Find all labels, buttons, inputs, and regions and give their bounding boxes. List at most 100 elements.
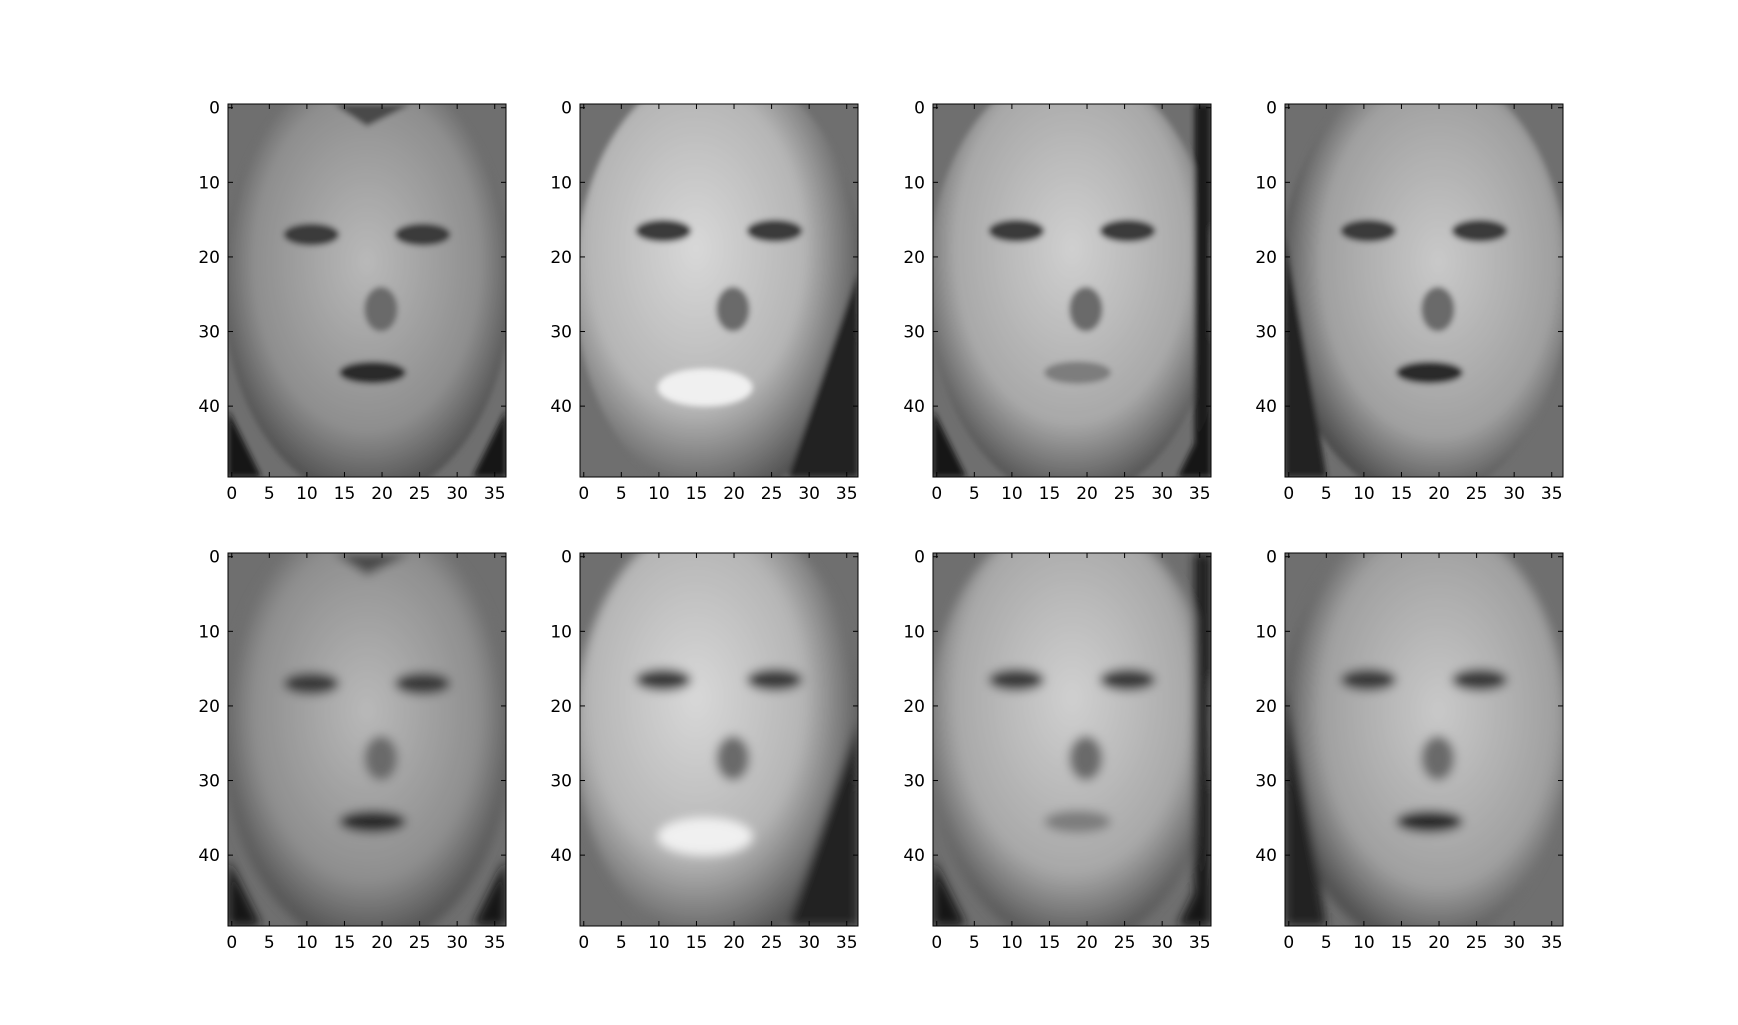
x-tick-label: 20 <box>723 933 745 953</box>
y-tick-label: 40 <box>1255 397 1277 417</box>
y-tick-label: 40 <box>198 397 220 417</box>
y-tick-label: 0 <box>1266 548 1277 568</box>
y-tick-label: 10 <box>1255 173 1277 193</box>
x-tick-label: 15 <box>1391 484 1413 504</box>
x-tick-label: 20 <box>371 484 393 504</box>
y-tick-label: 40 <box>1255 846 1277 866</box>
x-tick-label: 30 <box>1503 484 1525 504</box>
panel-r0-c0: 0 5 10 15 20 25 30 35 0 10 20 30 40 <box>198 99 507 504</box>
x-tick-label: 10 <box>1353 933 1375 953</box>
y-tick-label: 0 <box>914 99 925 119</box>
x-tick-label: 20 <box>371 933 393 953</box>
face-image <box>580 104 858 477</box>
x-tick-label: 20 <box>1428 933 1450 953</box>
y-tick-label: 20 <box>198 248 220 268</box>
x-tick-label: 0 <box>578 484 589 504</box>
y-tick-label: 20 <box>550 697 572 717</box>
x-tick-label: 0 <box>226 933 237 953</box>
y-tick-label: 0 <box>209 548 220 568</box>
y-tick-label: 30 <box>550 772 572 792</box>
axes-frame <box>227 552 507 927</box>
y-tick-label: 20 <box>550 248 572 268</box>
x-tick-label: 5 <box>1321 484 1332 504</box>
y-tick-label: 30 <box>1255 323 1277 343</box>
x-tick-label: 35 <box>1189 933 1211 953</box>
x-tick-label: 30 <box>446 933 468 953</box>
face-image <box>1285 553 1563 926</box>
x-tick-label: 25 <box>1466 933 1488 953</box>
x-tick-label: 20 <box>1076 933 1098 953</box>
x-tick-label: 35 <box>836 484 858 504</box>
face-image <box>933 104 1211 477</box>
x-tick-label: 0 <box>578 933 589 953</box>
y-tick-label: 20 <box>1255 248 1277 268</box>
axes-frame <box>227 103 507 478</box>
x-tick-label: 30 <box>446 484 468 504</box>
x-tick-label: 25 <box>761 933 783 953</box>
y-tick-label: 10 <box>550 173 572 193</box>
y-tick-label: 10 <box>550 622 572 642</box>
axes-frame <box>579 552 859 927</box>
panel-r0-c1: 0 5 10 15 20 25 30 35 0 10 20 30 40 <box>550 99 859 504</box>
x-tick-label: 35 <box>484 933 506 953</box>
x-tick-label: 5 <box>1321 933 1332 953</box>
x-tick-label: 10 <box>296 933 318 953</box>
x-tick-label: 5 <box>616 484 627 504</box>
x-tick-label: 0 <box>1283 484 1294 504</box>
x-tick-label: 15 <box>686 484 708 504</box>
x-tick-label: 0 <box>226 484 237 504</box>
y-tick-label: 40 <box>550 397 572 417</box>
axes-frame <box>932 103 1212 478</box>
y-tick-label: 0 <box>914 548 925 568</box>
x-tick-label: 0 <box>931 933 942 953</box>
y-tick-label: 40 <box>903 397 925 417</box>
y-tick-label: 30 <box>903 323 925 343</box>
x-tick-label: 25 <box>409 484 431 504</box>
y-tick-label: 0 <box>1266 99 1277 119</box>
y-tick-label: 10 <box>1255 622 1277 642</box>
x-tick-label: 5 <box>264 933 275 953</box>
y-tick-label: 30 <box>903 772 925 792</box>
y-tick-label: 30 <box>550 323 572 343</box>
x-tick-label: 15 <box>1039 933 1061 953</box>
y-tick-label: 20 <box>903 697 925 717</box>
x-tick-label: 35 <box>1541 933 1563 953</box>
y-tick-label: 10 <box>903 622 925 642</box>
axes-frame <box>1284 103 1564 478</box>
panel-r0-c3: 0 5 10 15 20 25 30 35 0 10 20 30 40 <box>1255 99 1564 504</box>
x-tick-label: 15 <box>334 933 356 953</box>
y-tick-label: 20 <box>198 697 220 717</box>
y-tick-label: 40 <box>903 846 925 866</box>
y-tick-label: 0 <box>209 99 220 119</box>
y-tick-label: 40 <box>198 846 220 866</box>
panel-r0-c2: 0 5 10 15 20 25 30 35 0 10 20 30 40 <box>903 99 1212 504</box>
x-tick-label: 25 <box>1114 933 1136 953</box>
y-tick-label: 10 <box>198 173 220 193</box>
y-tick-label: 0 <box>561 548 572 568</box>
panel-r1-c3: 0 5 10 15 20 25 30 35 0 10 20 30 40 <box>1255 548 1564 953</box>
x-tick-label: 0 <box>931 484 942 504</box>
face-image <box>933 553 1211 926</box>
x-tick-label: 35 <box>1189 484 1211 504</box>
y-tick-label: 20 <box>1255 697 1277 717</box>
x-tick-label: 30 <box>1151 484 1173 504</box>
x-tick-label: 20 <box>1428 484 1450 504</box>
x-tick-label: 25 <box>1466 484 1488 504</box>
x-tick-label: 10 <box>1353 484 1375 504</box>
y-tick-label: 30 <box>198 323 220 343</box>
x-tick-label: 15 <box>334 484 356 504</box>
x-tick-label: 10 <box>1001 484 1023 504</box>
y-tick-label: 0 <box>561 99 572 119</box>
y-tick-label: 40 <box>550 846 572 866</box>
x-tick-label: 25 <box>1114 484 1136 504</box>
x-tick-label: 30 <box>798 484 820 504</box>
x-tick-label: 25 <box>761 484 783 504</box>
face-image <box>228 553 506 926</box>
axes-frame <box>932 552 1212 927</box>
x-tick-label: 10 <box>648 933 670 953</box>
x-tick-label: 5 <box>264 484 275 504</box>
panel-r1-c0: 0 5 10 15 20 25 30 35 0 10 20 30 40 <box>198 548 507 953</box>
panel-grid: 0 5 10 15 20 25 30 35 0 10 20 30 40 0 5 10 15 20 25 30 35 0 10… <box>198 99 1564 953</box>
x-tick-label: 15 <box>1039 484 1061 504</box>
x-tick-label: 15 <box>686 933 708 953</box>
